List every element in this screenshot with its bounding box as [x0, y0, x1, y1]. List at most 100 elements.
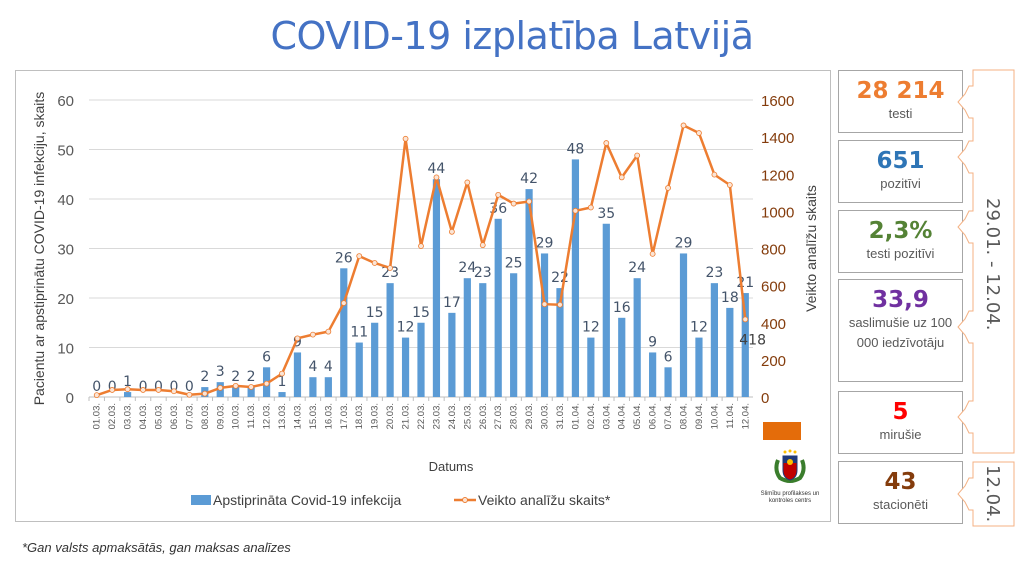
tests-point — [186, 391, 193, 398]
stat-positive-rate: 2,3% testi pozitīvi — [838, 210, 963, 273]
bracket-current — [957, 461, 1015, 527]
bar — [540, 253, 549, 397]
bar-value-label: 24 — [458, 260, 476, 276]
tests-point — [248, 384, 255, 390]
x-tick-label: 04.03. — [138, 403, 149, 429]
bar-value-label: 2 — [247, 369, 256, 385]
stat-label: pozitīvi — [880, 176, 921, 191]
bracket-cumulative — [957, 69, 1015, 454]
bar — [324, 377, 332, 397]
stat-value: 5 — [892, 399, 909, 425]
tests-point — [510, 200, 517, 207]
tests-point — [140, 387, 146, 393]
bar — [401, 337, 410, 397]
tests-point — [155, 387, 162, 393]
x-tick-label: 12.03. — [262, 403, 273, 429]
page-title: COVID-19 izplatība Latvijā — [270, 14, 754, 58]
x-tick-label: 03.04. — [601, 403, 612, 429]
stat-label: saslimušie uz 100 000 iedzīvotāju — [848, 315, 953, 350]
tests-point — [726, 182, 733, 188]
bar — [587, 337, 595, 397]
tests-point — [433, 174, 440, 181]
bar — [571, 159, 580, 397]
right-tick-label: 1600 — [761, 93, 794, 110]
bar — [432, 179, 441, 397]
x-tick-label: 07.04. — [663, 403, 674, 429]
tests-point — [696, 130, 702, 136]
x-tick-label: 02.04. — [586, 403, 597, 429]
period-cumulative: 29.01. - 12.04. — [982, 198, 1003, 331]
x-tick-label: 05.03. — [153, 403, 164, 429]
bar — [417, 322, 425, 397]
bar-value-label: 44 — [428, 161, 446, 177]
bar-value-label: 18 — [721, 290, 739, 306]
bar-value-label: 15 — [366, 305, 384, 321]
x-tick-label: 21.03. — [401, 403, 412, 429]
x-tick-label: 04.04. — [617, 403, 628, 429]
bar-value-label: 12 — [397, 320, 415, 336]
bar — [479, 283, 487, 397]
bar — [494, 218, 502, 397]
x-tick-label: 26.03. — [478, 403, 489, 429]
tests-point — [495, 191, 502, 198]
x-axis-title: Datums — [429, 459, 474, 474]
tests-point — [479, 242, 486, 249]
x-tick-label: 19.03. — [370, 403, 381, 429]
bar-value-label: 0 — [92, 379, 101, 395]
tests-point — [680, 122, 687, 129]
chart-frame: 0 10 20 30 40 50 60 0 200 400 600 800 1000 1200 1400 16… — [15, 70, 831, 522]
tests-point — [603, 140, 610, 146]
bar-value-label: 4 — [324, 359, 333, 375]
bar — [386, 283, 394, 397]
right-tick-label: 1000 — [761, 204, 794, 221]
tests-point — [171, 388, 177, 395]
stat-label: mirušie — [879, 427, 922, 442]
bar-value-label: 17 — [443, 295, 461, 311]
bar-value-label: 23 — [474, 265, 492, 281]
bar-value-label: 9 — [293, 334, 302, 350]
x-tick-label: 01.04. — [570, 403, 581, 429]
right-tick-label: 1200 — [761, 167, 794, 184]
tests-point — [310, 331, 316, 338]
x-tick-label: 18.03. — [354, 403, 365, 429]
bar-value-label: 3 — [216, 364, 225, 380]
bar-value-label: 6 — [262, 349, 271, 365]
tests-point — [649, 250, 656, 257]
x-tick-label: 24.03. — [447, 403, 458, 429]
x-tick-label: 11.03. — [246, 403, 257, 429]
right-tick-label: 200 — [761, 353, 786, 370]
x-tick-label: 13.03. — [277, 403, 288, 429]
left-tick-label: 0 — [66, 390, 74, 407]
left-tick-label: 30 — [57, 242, 74, 259]
x-tick-label: 14.03. — [292, 403, 303, 429]
bar-value-label: 2 — [200, 369, 209, 385]
tests-point — [464, 179, 471, 186]
right-tick-label: 1400 — [761, 130, 794, 147]
x-tick-label: 01.03. — [92, 403, 103, 429]
tests-point — [587, 204, 594, 211]
bar-value-label: 9 — [648, 334, 657, 350]
tests-point — [665, 185, 671, 191]
x-tick-label: 05.04. — [632, 403, 643, 429]
x-tick-label: 29.03. — [524, 403, 535, 429]
tests-point — [742, 316, 749, 323]
tests-point — [124, 386, 131, 393]
stat-deaths: 5 mirušie — [838, 391, 963, 454]
tests-point — [711, 171, 718, 178]
right-tick-label: 0 — [761, 390, 769, 407]
bar-value-label: 6 — [664, 349, 673, 365]
tests-point — [263, 380, 270, 387]
bar-value-label: 1 — [123, 374, 132, 390]
x-tick-label: 25.03. — [462, 403, 473, 429]
left-tick-label: 60 — [57, 93, 74, 110]
tests-point — [402, 135, 409, 142]
bar-value-label: 42 — [520, 171, 538, 187]
x-tick-label: 20.03. — [385, 403, 396, 429]
bar — [278, 392, 286, 397]
tests-point — [232, 382, 239, 389]
bar-value-label: 0 — [154, 379, 163, 395]
tests-point — [294, 335, 301, 342]
bar-value-label: 24 — [628, 260, 646, 276]
x-tick-label: 11.04. — [725, 403, 736, 429]
x-tick-label: 09.04. — [694, 403, 705, 429]
